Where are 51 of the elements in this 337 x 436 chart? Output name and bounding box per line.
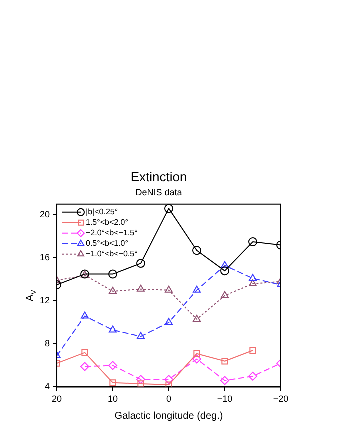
x-tick-label: 20 (52, 394, 62, 404)
y-tick-label: 12 (40, 296, 50, 306)
chart-subtitle: DeNIS data (136, 187, 182, 198)
point (81, 312, 89, 319)
y-tick-label: 16 (40, 252, 50, 263)
y-tick-label: 20 (40, 210, 50, 220)
point (166, 382, 172, 388)
point (220, 266, 230, 276)
point (192, 246, 202, 256)
point (164, 204, 174, 214)
x-axis-title: Galactic longitude (deg.) (114, 410, 224, 422)
point (108, 361, 118, 370)
point (249, 274, 257, 282)
point (248, 238, 258, 247)
point (82, 349, 88, 356)
point (194, 350, 200, 358)
point (192, 354, 202, 364)
legend-label: 0.5°<b<1.0° (86, 239, 128, 248)
point (220, 376, 230, 386)
point (109, 287, 117, 294)
point (221, 261, 229, 268)
point (165, 318, 173, 326)
point (137, 332, 145, 340)
y-tick-label: 4 (44, 382, 50, 392)
legend-label: |b|<0.25° (86, 208, 118, 217)
legend-label: −2.0°<b<−1.5° (86, 228, 138, 238)
point (137, 284, 145, 292)
point (80, 362, 90, 372)
y-tick-label: 8 (44, 338, 50, 349)
point (138, 380, 144, 388)
point (249, 279, 257, 286)
point (250, 347, 256, 354)
point (193, 314, 201, 322)
point (221, 291, 229, 298)
legend-label: −1.0°<b<−0.5° (86, 250, 138, 259)
legend-label: 1.5°<b<2.0° (86, 218, 128, 228)
x-tick-label: −20 (273, 394, 289, 404)
point (110, 380, 116, 386)
point (109, 326, 117, 333)
x-tick-label: −10 (217, 394, 233, 404)
point (136, 375, 146, 384)
point (193, 286, 201, 293)
x-tick-label: 0 (166, 394, 172, 404)
point (248, 372, 258, 381)
point (164, 375, 174, 384)
point (165, 286, 173, 293)
point (108, 270, 118, 279)
point (222, 358, 228, 365)
chart-title: Extinction (130, 169, 188, 184)
point (136, 259, 146, 268)
x-tick-label: 10 (108, 394, 118, 404)
